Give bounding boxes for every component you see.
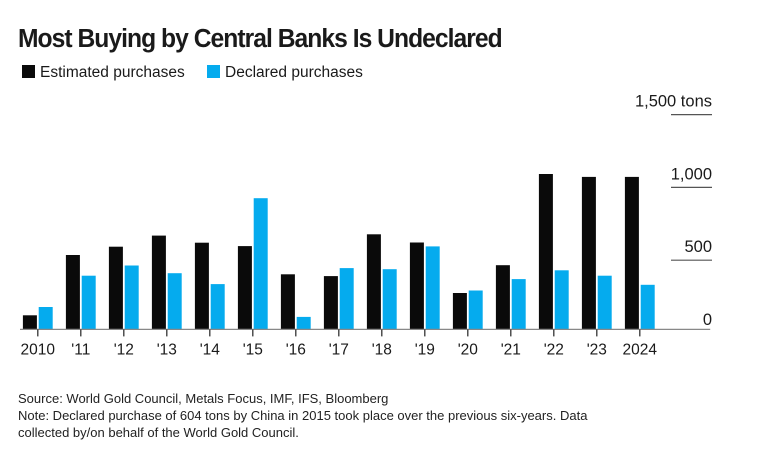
svg-text:'14: '14 — [200, 341, 221, 358]
svg-text:500: 500 — [684, 238, 712, 256]
svg-text:1,000: 1,000 — [671, 165, 712, 183]
svg-text:2010: 2010 — [21, 341, 56, 358]
svg-text:'15: '15 — [243, 341, 263, 358]
svg-text:1,500 tons: 1,500 tons — [635, 93, 712, 111]
svg-text:'16: '16 — [286, 341, 306, 358]
svg-text:'20: '20 — [458, 341, 479, 358]
svg-text:'18: '18 — [372, 341, 392, 358]
svg-text:'21: '21 — [501, 341, 521, 358]
svg-text:0: 0 — [703, 311, 712, 329]
svg-text:'23: '23 — [587, 341, 607, 358]
svg-text:'13: '13 — [157, 341, 177, 358]
svg-text:'11: '11 — [71, 341, 90, 358]
svg-text:'22: '22 — [544, 341, 564, 358]
svg-text:'17: '17 — [329, 341, 349, 358]
svg-text:'12: '12 — [114, 341, 134, 358]
svg-text:'19: '19 — [415, 341, 435, 358]
svg-text:2024: 2024 — [623, 341, 658, 358]
